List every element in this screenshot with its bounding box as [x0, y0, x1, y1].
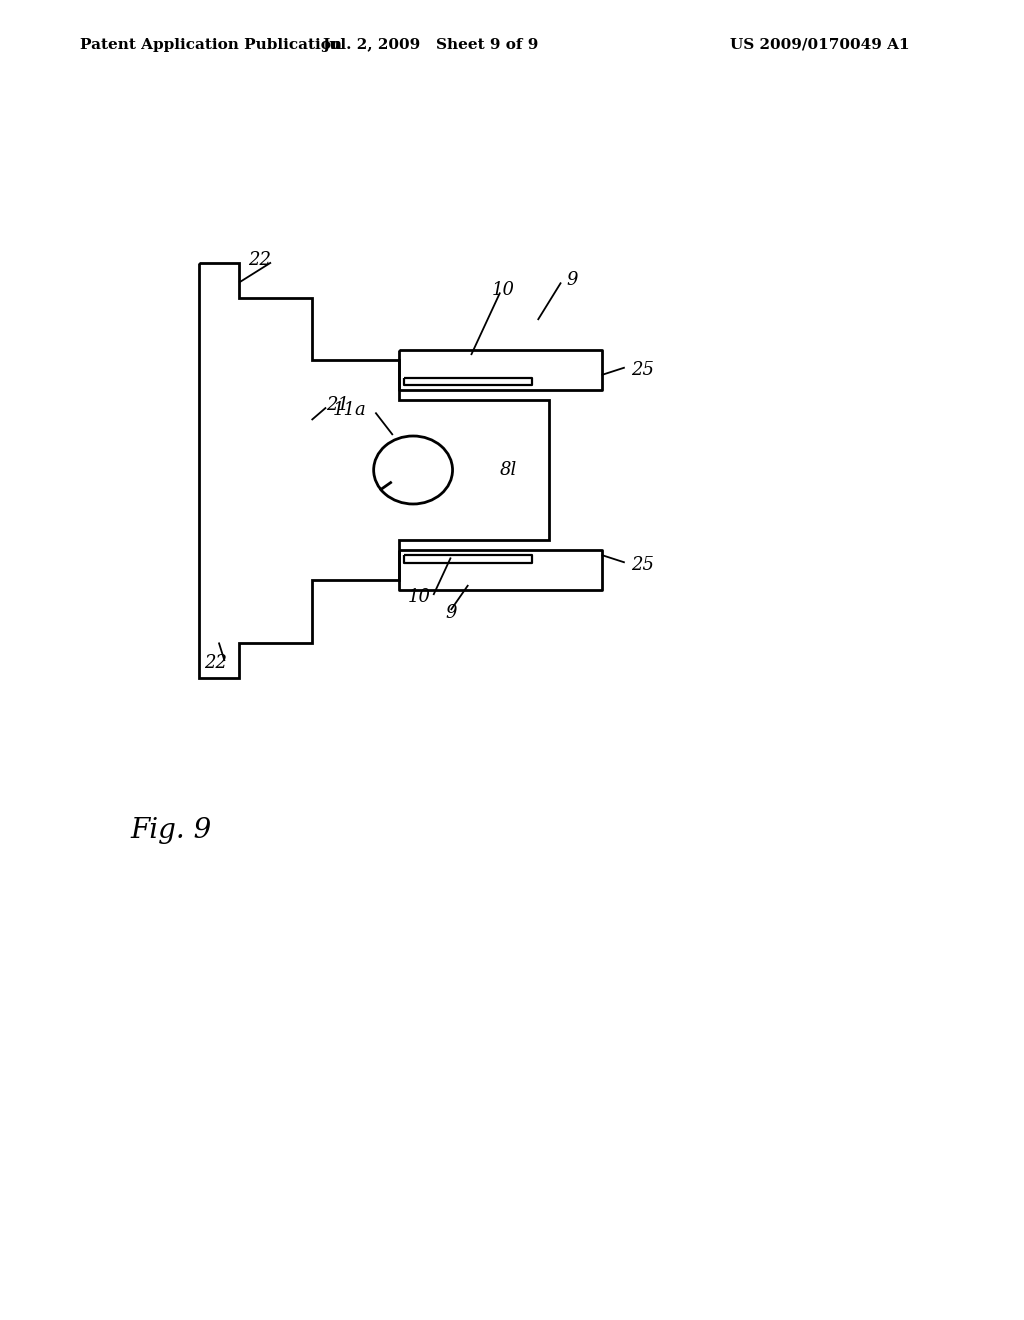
- Text: Fig. 9: Fig. 9: [130, 817, 211, 843]
- Text: Jul. 2, 2009   Sheet 9 of 9: Jul. 2, 2009 Sheet 9 of 9: [322, 38, 539, 51]
- Text: 22: 22: [248, 251, 270, 269]
- Text: 10: 10: [492, 281, 514, 300]
- Text: 21: 21: [326, 396, 349, 414]
- Text: Patent Application Publication: Patent Application Publication: [80, 38, 342, 51]
- Text: 8l: 8l: [500, 461, 517, 479]
- Text: US 2009/0170049 A1: US 2009/0170049 A1: [730, 38, 909, 51]
- Text: 9: 9: [567, 271, 579, 289]
- Text: 10: 10: [408, 589, 430, 606]
- Text: 9: 9: [445, 603, 457, 622]
- Text: 22: 22: [205, 653, 227, 672]
- Text: 25: 25: [631, 556, 653, 574]
- Text: 11a: 11a: [333, 401, 367, 418]
- Text: 25: 25: [631, 360, 653, 379]
